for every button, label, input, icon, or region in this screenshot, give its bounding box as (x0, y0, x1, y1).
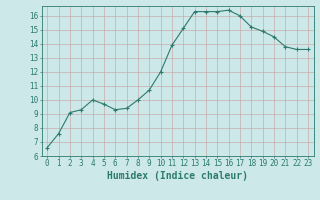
X-axis label: Humidex (Indice chaleur): Humidex (Indice chaleur) (107, 171, 248, 181)
